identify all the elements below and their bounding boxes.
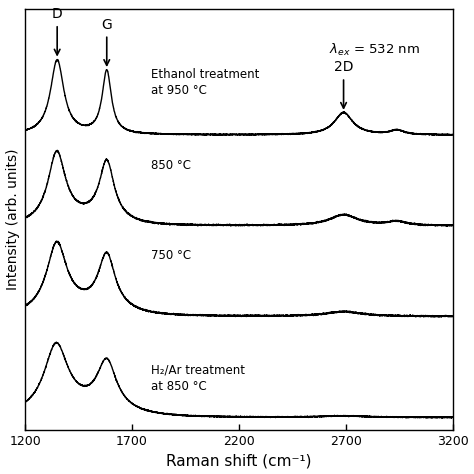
Text: at 950 °C: at 950 °C [151, 84, 207, 97]
Text: D: D [52, 7, 63, 55]
Text: 750 °C: 750 °C [151, 249, 191, 263]
Text: G: G [101, 18, 112, 65]
Text: 850 °C: 850 °C [151, 159, 191, 172]
Y-axis label: Intensity (arb. units): Intensity (arb. units) [6, 149, 19, 290]
Text: 2D: 2D [334, 60, 353, 108]
Text: $\lambda_{ex}$ = 532 nm: $\lambda_{ex}$ = 532 nm [328, 42, 420, 58]
X-axis label: Raman shift (cm⁻¹): Raman shift (cm⁻¹) [166, 454, 311, 468]
Text: at 850 °C: at 850 °C [151, 380, 207, 393]
Text: Ethanol treatment: Ethanol treatment [151, 68, 260, 81]
Text: H₂/Ar treatment: H₂/Ar treatment [151, 363, 245, 376]
